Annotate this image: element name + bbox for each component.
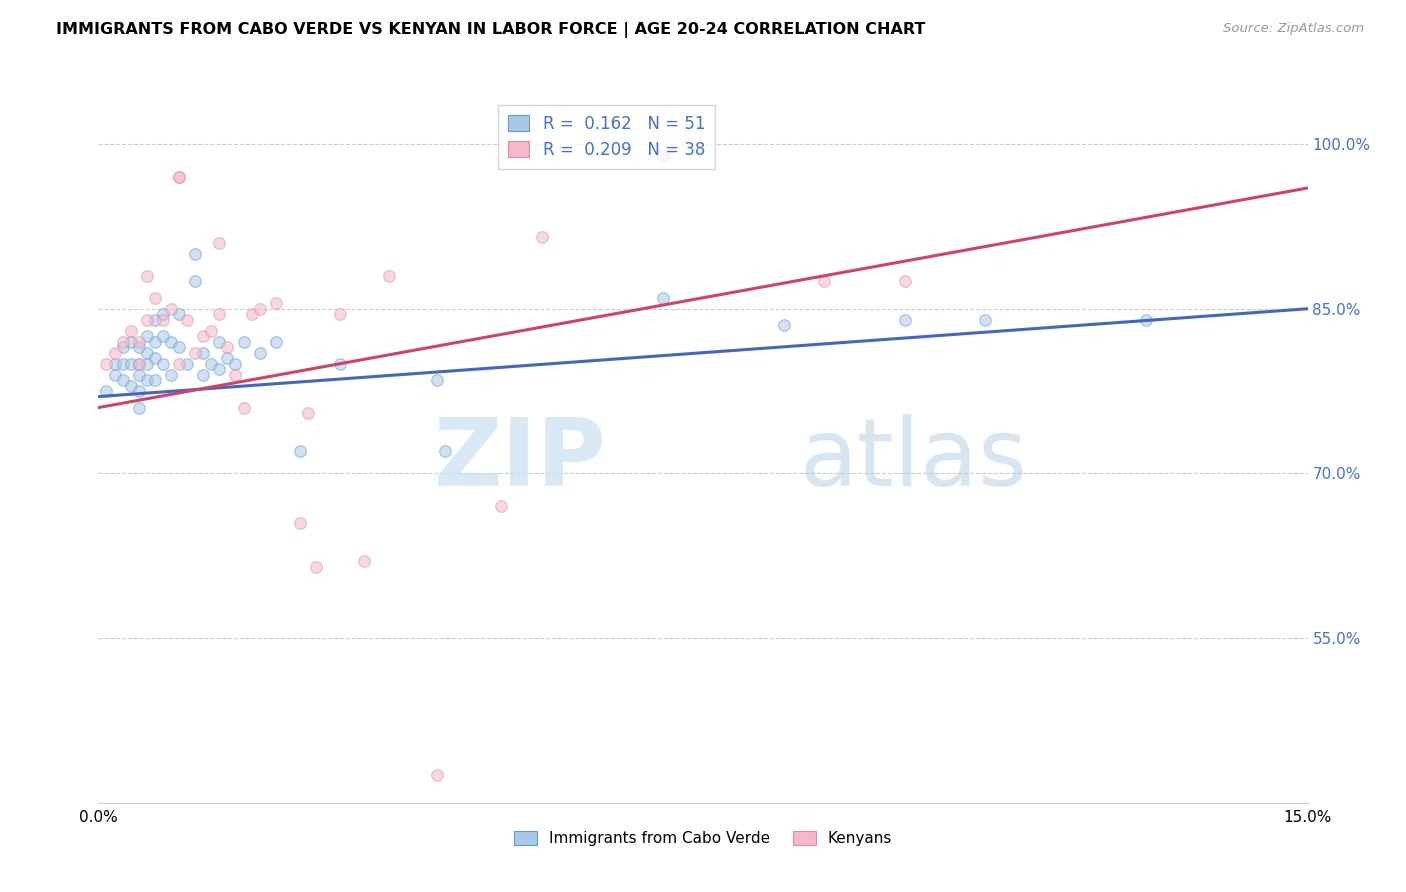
Point <box>143 334 166 349</box>
Point <box>377 268 399 283</box>
Point <box>974 312 997 326</box>
Point <box>128 357 150 371</box>
Point <box>152 357 174 371</box>
Point <box>217 351 239 366</box>
Point <box>152 307 174 321</box>
Point <box>240 307 263 321</box>
Point <box>1135 312 1157 326</box>
Point <box>143 351 166 366</box>
Point <box>264 296 287 310</box>
Point <box>772 318 794 333</box>
Point <box>143 373 166 387</box>
Point <box>651 148 673 162</box>
Point <box>353 554 375 568</box>
Point <box>135 268 157 283</box>
Point <box>128 340 150 354</box>
Point <box>167 307 190 321</box>
Point <box>184 247 207 261</box>
Point <box>249 301 271 316</box>
Point <box>160 368 183 382</box>
Point <box>491 500 513 514</box>
Point <box>217 340 239 354</box>
Point <box>120 378 142 392</box>
Point <box>143 291 166 305</box>
Point <box>264 334 287 349</box>
Point <box>120 357 142 371</box>
Point <box>176 312 198 326</box>
Point <box>208 362 231 376</box>
Point <box>426 768 449 782</box>
Point <box>434 444 457 458</box>
Point <box>193 368 215 382</box>
Point <box>167 357 190 371</box>
Point <box>530 230 553 244</box>
Point <box>111 334 134 349</box>
Point <box>103 345 125 359</box>
Point <box>329 357 352 371</box>
Point <box>184 345 207 359</box>
Point <box>135 345 157 359</box>
Point <box>224 357 246 371</box>
Point <box>152 312 174 326</box>
Text: atlas: atlas <box>800 414 1028 507</box>
Point <box>329 307 352 321</box>
Point <box>167 340 190 354</box>
Point <box>176 357 198 371</box>
Point <box>208 307 231 321</box>
Point <box>208 235 231 250</box>
Point <box>184 274 207 288</box>
Point <box>135 357 157 371</box>
Point <box>128 384 150 398</box>
Point <box>111 340 134 354</box>
Point <box>103 368 125 382</box>
Point <box>152 329 174 343</box>
Point <box>893 312 915 326</box>
Point <box>103 357 125 371</box>
Point <box>893 274 915 288</box>
Point <box>426 373 449 387</box>
Point <box>305 559 328 574</box>
Point <box>651 291 673 305</box>
Point <box>200 357 222 371</box>
Point <box>288 444 311 458</box>
Point <box>224 368 246 382</box>
Point <box>232 334 254 349</box>
Point <box>167 169 190 184</box>
Point <box>120 324 142 338</box>
Point <box>249 345 271 359</box>
Point <box>143 312 166 326</box>
Point <box>135 312 157 326</box>
Point <box>297 406 319 420</box>
Point <box>193 329 215 343</box>
Point <box>167 169 190 184</box>
Point <box>111 373 134 387</box>
Point <box>200 324 222 338</box>
Point <box>135 373 157 387</box>
Point <box>288 516 311 530</box>
Point <box>232 401 254 415</box>
Point <box>128 357 150 371</box>
Point <box>111 357 134 371</box>
Point <box>135 329 157 343</box>
Point <box>96 357 118 371</box>
Point <box>160 334 183 349</box>
Point <box>160 301 183 316</box>
Point <box>96 384 118 398</box>
Text: ZIP: ZIP <box>433 414 606 507</box>
Point <box>128 401 150 415</box>
Point <box>120 334 142 349</box>
Point <box>128 334 150 349</box>
Point <box>193 345 215 359</box>
Legend: Immigrants from Cabo Verde, Kenyans: Immigrants from Cabo Verde, Kenyans <box>508 825 898 852</box>
Point <box>208 334 231 349</box>
Text: Source: ZipAtlas.com: Source: ZipAtlas.com <box>1223 22 1364 36</box>
Point <box>128 368 150 382</box>
Text: IMMIGRANTS FROM CABO VERDE VS KENYAN IN LABOR FORCE | AGE 20-24 CORRELATION CHAR: IMMIGRANTS FROM CABO VERDE VS KENYAN IN … <box>56 22 925 38</box>
Point <box>813 274 835 288</box>
